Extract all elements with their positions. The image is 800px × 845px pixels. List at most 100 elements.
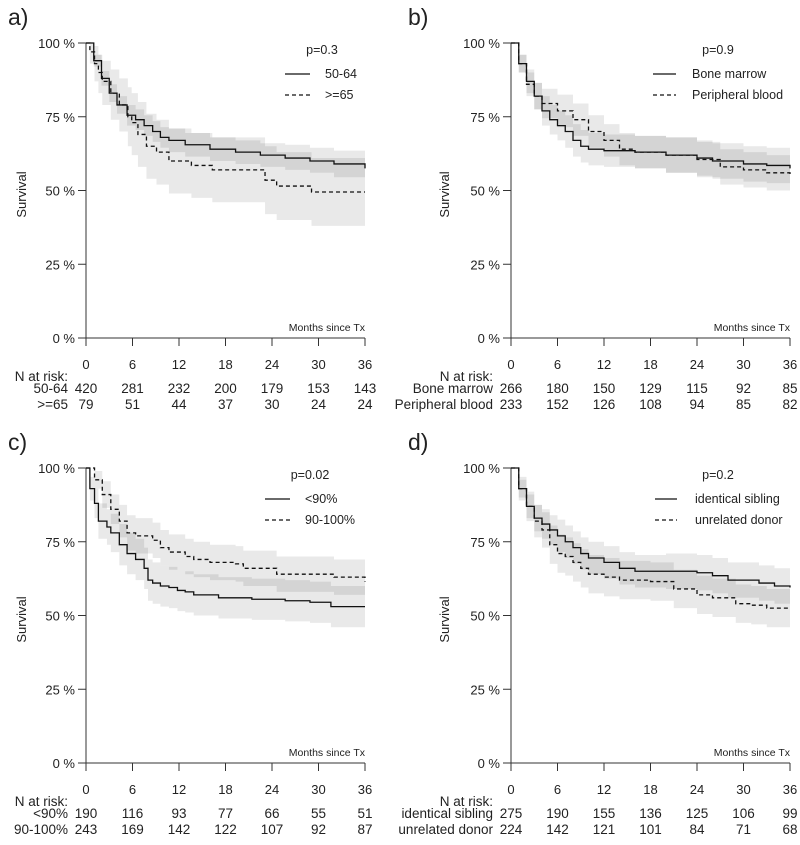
y-tick-label: 50 % — [45, 609, 75, 624]
x-axis-label: Months since Tx — [289, 747, 366, 759]
y-tick-label: 75 % — [45, 110, 75, 125]
y-tick-label: 50 % — [470, 609, 500, 624]
x-tick-label: 12 — [172, 357, 186, 372]
legend: p=0.9 Bone marrow Peripheral blood — [653, 43, 783, 102]
risk-count: 51 — [357, 806, 372, 821]
y-tick-label: 75 % — [470, 110, 500, 125]
survival-curve-1 — [86, 467, 365, 608]
legend-label: identical sibling — [695, 492, 780, 506]
risk-count: 79 — [78, 397, 93, 412]
x-tick-label: 24 — [690, 357, 704, 372]
x-tick-label: 0 — [507, 357, 514, 372]
survival-curve-2 — [86, 467, 366, 582]
legend: p=0.2 identical sibling unrelated donor — [655, 468, 783, 527]
legend-label: Peripheral blood — [692, 88, 783, 102]
x-tick-label: 18 — [643, 357, 657, 372]
y-tick-label: 0 % — [478, 331, 501, 346]
risk-count: 153 — [307, 381, 330, 396]
risk-table: N at risk:50-64 420 281 232 200 179 153 143 >=65… — [15, 369, 377, 412]
risk-row-label: Bone marrow — [413, 381, 494, 396]
risk-count: 122 — [214, 822, 237, 837]
x-tick-label: 24 — [265, 357, 279, 372]
p-value-label: p=0.02 — [291, 468, 330, 482]
x-tick-label: 12 — [597, 357, 611, 372]
confidence-band-1 — [511, 468, 790, 606]
risk-count: 93 — [171, 806, 186, 821]
confidence-band-1 — [86, 43, 365, 182]
y-tick-label: 25 % — [470, 682, 500, 697]
legend-label: <90% — [305, 492, 337, 506]
risk-count: 84 — [689, 822, 705, 837]
km-panel-c: c) 0 % 25 % 50 % 75 % 100 % 0 6 12 18 24 30 36 Surviv… — [8, 429, 373, 837]
legend-label: unrelated donor — [695, 513, 783, 527]
survival-curve-2 — [511, 467, 790, 609]
confidence-band-1 — [511, 43, 790, 187]
risk-count: 24 — [311, 397, 327, 412]
confidence-band-2 — [511, 43, 790, 194]
x-tick-label: 0 — [507, 782, 514, 797]
risk-count: 87 — [357, 822, 372, 837]
risk-row-label: >=65 — [37, 397, 68, 412]
risk-count: 77 — [218, 806, 233, 821]
risk-count: 94 — [689, 397, 705, 412]
risk-count: 180 — [546, 381, 569, 396]
risk-row-label: Peripheral blood — [395, 397, 493, 412]
legend: p=0.02 <90% 90-100% — [265, 468, 355, 527]
x-tick-label: 0 — [82, 782, 89, 797]
y-axis-label: Survival — [14, 171, 29, 217]
risk-count: 107 — [261, 822, 284, 837]
risk-row-label: unrelated donor — [398, 822, 493, 837]
y-axis-label: Survival — [14, 596, 29, 642]
y-axis-label: Survival — [437, 596, 452, 642]
risk-count: 224 — [500, 822, 523, 837]
risk-count: 92 — [736, 381, 751, 396]
x-tick-label: 24 — [265, 782, 279, 797]
risk-count: 169 — [121, 822, 144, 837]
x-tick-label: 18 — [643, 782, 657, 797]
x-tick-label: 30 — [736, 357, 750, 372]
risk-row-label: 90-100% — [14, 822, 68, 837]
risk-count: 55 — [311, 806, 326, 821]
y-tick-label: 75 % — [45, 535, 75, 550]
risk-count: 152 — [546, 397, 569, 412]
panel-label: b) — [408, 4, 428, 30]
risk-count: 85 — [736, 397, 751, 412]
y-axis-label: Survival — [437, 171, 452, 217]
risk-count: 275 — [500, 806, 523, 821]
risk-count: 106 — [732, 806, 755, 821]
x-tick-label: 36 — [783, 782, 797, 797]
y-tick-label: 100 % — [38, 461, 75, 476]
risk-count: 121 — [593, 822, 616, 837]
km-panel-d: d) 0 % 25 % 50 % 75 % 100 % 0 6 12 18 24 30 36 Surviv… — [398, 429, 797, 837]
risk-count: 190 — [546, 806, 569, 821]
risk-table-title: N at risk: — [440, 794, 493, 809]
risk-count: 115 — [686, 381, 708, 396]
legend-label: 90-100% — [305, 513, 355, 527]
y-tick-label: 100 % — [463, 36, 500, 51]
x-tick-label: 18 — [218, 357, 232, 372]
x-tick-label: 6 — [129, 357, 136, 372]
risk-count: 82 — [782, 397, 797, 412]
x-tick-label: 30 — [311, 357, 325, 372]
y-tick-label: 100 % — [463, 461, 500, 476]
y-tick-label: 50 % — [470, 184, 500, 199]
y-tick-label: 100 % — [38, 36, 75, 51]
confidence-band-2 — [86, 43, 365, 226]
risk-count: 155 — [593, 806, 616, 821]
y-tick-label: 75 % — [470, 535, 500, 550]
risk-count: 179 — [261, 381, 284, 396]
risk-table: N at risk:Bone marrow 266 180 150 129 115 92 85… — [395, 369, 798, 412]
x-tick-label: 36 — [358, 357, 372, 372]
risk-count: 125 — [686, 806, 709, 821]
risk-count: 66 — [264, 806, 279, 821]
x-tick-label: 36 — [358, 782, 372, 797]
risk-count: 99 — [782, 806, 797, 821]
risk-count: 44 — [171, 397, 187, 412]
x-tick-label: 24 — [690, 782, 704, 797]
legend-label: Bone marrow — [692, 67, 767, 81]
y-tick-label: 25 % — [45, 682, 75, 697]
legend: p=0.3 50-64 >=65 — [285, 43, 357, 102]
risk-count: 129 — [639, 381, 662, 396]
x-tick-label: 30 — [736, 782, 750, 797]
